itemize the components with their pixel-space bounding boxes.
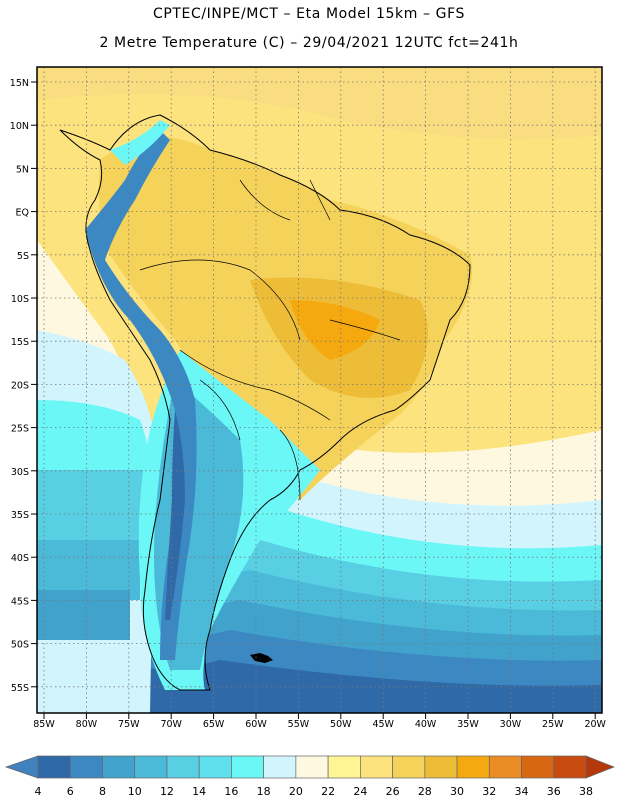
legend-swatch — [102, 755, 136, 779]
lat-label: 10N — [10, 121, 29, 132]
legend-swatch — [488, 755, 522, 779]
color-legend: 4 6 8 10 12 14 16 18 20 22 24 26 28 30 32 34 36 38 — [4, 755, 615, 798]
lon-label: 60W — [245, 719, 267, 730]
legend-value: 28 — [418, 785, 432, 798]
lat-label: 20S — [11, 380, 29, 391]
map-title-line1: CPTEC/INPE/MCT – Eta Model 15km – GFS — [152, 6, 466, 22]
legend-swatch — [198, 755, 232, 779]
legend-value: 38 — [579, 785, 593, 798]
lat-label: 30S — [11, 467, 29, 478]
lat-label: 10S — [11, 294, 29, 305]
legend-value: 12 — [160, 785, 174, 798]
graticule — [31, 67, 602, 719]
lon-label: 25W — [542, 719, 564, 730]
lon-label: 75W — [118, 719, 140, 730]
legend-value: 24 — [353, 785, 367, 798]
map-title-line2: 2 Metre Temperature (C) – 29/04/2021 12U… — [99, 35, 519, 51]
lon-label: 85W — [33, 719, 55, 730]
lon-label: 30W — [500, 719, 522, 730]
lat-label: 45S — [11, 596, 29, 607]
legend-value: 10 — [128, 785, 142, 798]
lon-label: 80W — [76, 719, 98, 730]
lat-label: EQ — [16, 208, 29, 219]
lat-label: 55S — [11, 683, 29, 694]
legend-swatch — [521, 755, 555, 779]
legend-value: 32 — [482, 785, 496, 798]
coastline — [59, 114, 471, 691]
lat-label: 15S — [11, 337, 29, 348]
lat-label: 35S — [11, 510, 29, 521]
legend-arrow-left — [4, 755, 39, 779]
lat-label: 25S — [11, 424, 29, 435]
legend-value: 36 — [547, 785, 561, 798]
map-frame — [36, 66, 603, 714]
lon-label: 45W — [372, 719, 394, 730]
legend-swatch — [69, 755, 103, 779]
lon-label: 40W — [415, 719, 437, 730]
legend-value: 30 — [450, 785, 464, 798]
lat-label: 5S — [17, 251, 29, 262]
legend-swatch — [553, 755, 587, 779]
legend-swatch — [295, 755, 329, 779]
legend-swatch — [392, 755, 426, 779]
legend-swatch — [37, 755, 71, 779]
latitude-labels: 15N 10N 5N EQ 5S 10S 15S 20S 25S 30S 35S 40S 45S 50S 5… — [10, 78, 29, 694]
legend-value: 16 — [224, 785, 238, 798]
lat-label: 5N — [16, 164, 29, 175]
lon-label: 65W — [203, 719, 225, 730]
legend-value: 18 — [257, 785, 271, 798]
legend-swatch — [456, 755, 490, 779]
legend-value: 20 — [289, 785, 303, 798]
lon-label: 20W — [584, 719, 606, 730]
lat-label: 50S — [11, 640, 29, 651]
legend-swatch — [134, 755, 168, 779]
lon-label: 55W — [288, 719, 310, 730]
lon-label: 35W — [457, 719, 479, 730]
falkland-islands — [250, 653, 273, 663]
lat-label: 15N — [10, 78, 29, 89]
legend-swatch — [166, 755, 200, 779]
lat-label: 40S — [11, 553, 29, 564]
legend-swatch — [327, 755, 361, 779]
legend-value: 8 — [99, 785, 106, 798]
legend-arrow-right — [585, 755, 615, 779]
lon-label: 70W — [160, 719, 182, 730]
legend-value: 14 — [192, 785, 206, 798]
legend-value: 26 — [386, 785, 400, 798]
legend-swatch — [231, 755, 264, 779]
legend-value: 4 — [35, 785, 42, 798]
legend-swatch — [424, 755, 458, 779]
legend-swatch — [360, 755, 393, 779]
lon-label: 50W — [330, 719, 352, 730]
longitude-labels: 85W 80W 75W 70W 65W 60W 55W 50W 45W 40W 35W 30W 25W 2… — [33, 719, 606, 730]
legend-value: 34 — [515, 785, 529, 798]
legend-value: 6 — [67, 785, 74, 798]
country-borders — [139, 179, 401, 501]
legend-value: 22 — [321, 785, 335, 798]
legend-swatch — [263, 755, 297, 779]
temperature-field — [37, 67, 602, 713]
